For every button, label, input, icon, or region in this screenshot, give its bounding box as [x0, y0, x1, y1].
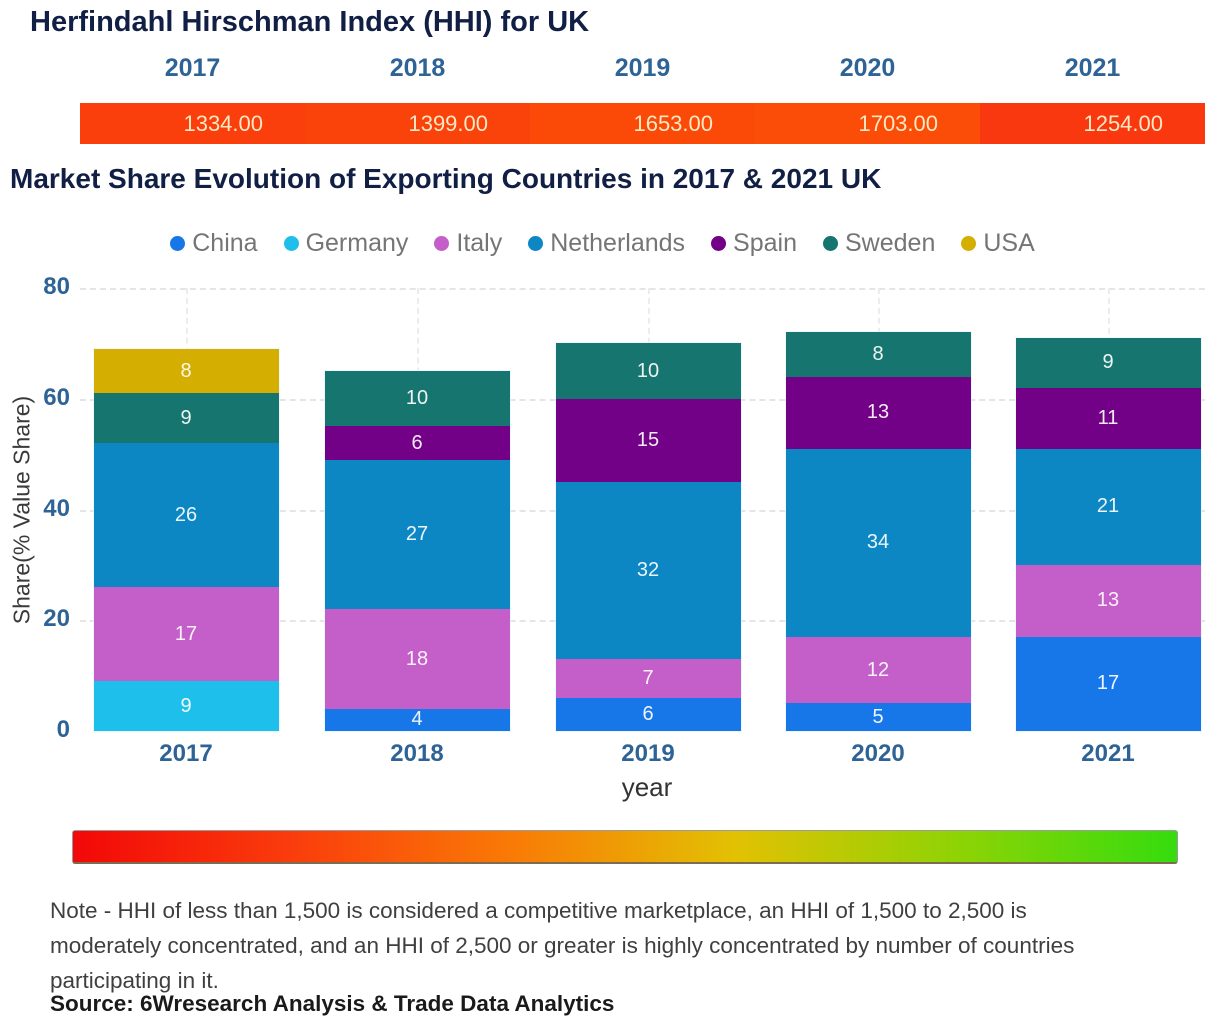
source-text: Source: 6Wresearch Analysis & Trade Data… — [50, 991, 615, 1016]
hhi-year-label: 2020 — [839, 54, 896, 82]
hhi-value-bar: 1334.00 1399.00 1653.00 1703.00 1254.00 — [80, 103, 1205, 144]
bar-segment-2021-sweden: 9 — [1015, 337, 1201, 388]
legend-dot-icon — [528, 235, 544, 251]
hhi-year-label: 2019 — [614, 54, 671, 82]
chart-legend: China Germany Italy Netherlands Spain Sweden U… — [0, 224, 1205, 262]
bar-segment-2017-usa: 8 — [93, 348, 279, 394]
legend-dot-icon — [823, 235, 838, 251]
bar-segment-2019-spain: 15 — [555, 398, 741, 482]
x-tick-label: 2020 — [851, 740, 905, 767]
y-tick-label: 60 — [43, 383, 70, 411]
stacked-bar-plot: 9 17 26 9 8 4 18 27 6 10 6 7 32 15 10 5 12 34 13 8 17 13 21 11 9 — [80, 288, 1205, 733]
bar-segment-2019-sweden: 10 — [555, 343, 741, 399]
legend-item-label: China — [192, 228, 258, 257]
bar-segment-2017-netherlands: 26 — [93, 443, 279, 588]
stacked-bar-2018: 4 18 27 6 10 — [323, 370, 511, 732]
bar-segment-2018-sweden: 10 — [324, 371, 510, 427]
page-title: Herfindahl Hirschman Index (HHI) for UK — [30, 6, 590, 38]
legend-item-spain: Spain — [711, 229, 797, 258]
legend-item-sweden: Sweden — [823, 229, 935, 258]
note-line: participating in it. — [50, 968, 219, 993]
legend-item-italy: Italy — [434, 229, 502, 258]
legend-item-germany: Germany — [283, 228, 409, 258]
bar-segment-2019-china: 6 — [555, 697, 741, 731]
legend-dot-icon — [283, 235, 299, 251]
bar-segment-2020-sweden: 8 — [785, 332, 971, 377]
legend-item-china: China — [170, 228, 258, 258]
bar-segment-2020-italy: 12 — [785, 636, 971, 704]
bar-segment-2017-sweden: 9 — [93, 393, 279, 444]
bar-segment-2020-china: 5 — [785, 703, 971, 731]
bar-segment-2020-netherlands: 34 — [785, 448, 971, 637]
legend-dot-icon — [434, 235, 450, 251]
bar-segment-2019-netherlands: 32 — [555, 481, 741, 660]
x-tick-label: 2017 — [159, 740, 213, 767]
legend-item-label: USA — [983, 228, 1035, 257]
bar-segment-2017-germany: 9 — [93, 681, 279, 731]
hhi-year-label: 2021 — [1064, 54, 1121, 82]
section-title: Market Share Evolution of Exporting Coun… — [10, 163, 882, 194]
hhi-year-label: 2018 — [389, 54, 446, 82]
y-tick-label: 20 — [43, 605, 70, 633]
y-gridline — [80, 288, 1205, 290]
legend-dot-icon — [961, 235, 977, 251]
hhi-value-segment: 1399.00 — [305, 103, 530, 144]
legend-item-label: Germany — [305, 228, 409, 257]
note-line: moderately concentrated, and an HHI of 2… — [50, 933, 1075, 958]
stacked-bar-2019: 6 7 32 15 10 — [554, 342, 742, 732]
x-tick-label: 2018 — [390, 740, 444, 767]
bar-segment-2018-china: 4 — [324, 708, 510, 731]
hhi-value-segment: 1254.00 — [980, 103, 1205, 144]
legend-item-label: Spain — [733, 228, 797, 257]
legend-item-usa: USA — [961, 228, 1035, 258]
legend-dot-icon — [711, 235, 727, 251]
y-tick-label: 40 — [43, 494, 70, 522]
hhi-color-scale-bar — [72, 830, 1178, 864]
stacked-bar-2021: 17 13 21 11 9 — [1014, 336, 1202, 733]
stacked-bar-2017: 9 17 26 9 8 — [92, 347, 280, 733]
bar-segment-2019-italy: 7 — [555, 659, 741, 698]
bar-segment-2018-netherlands: 27 — [324, 459, 510, 610]
legend-dot-icon — [170, 235, 186, 251]
bar-segment-2018-spain: 6 — [324, 426, 510, 460]
stacked-bar-2020: 5 12 34 13 8 — [784, 331, 972, 732]
bar-segment-2020-spain: 13 — [785, 376, 971, 449]
bar-segment-2021-netherlands: 21 — [1015, 448, 1201, 565]
legend-item-label: Italy — [456, 228, 503, 257]
hhi-value-segment: 1703.00 — [755, 103, 980, 144]
bar-segment-2021-china: 17 — [1015, 636, 1201, 731]
y-tick-label: 0 — [56, 716, 70, 743]
legend-item-netherlands: Netherlands — [528, 229, 685, 258]
bar-segment-2018-italy: 18 — [324, 609, 510, 709]
x-tick-label: 2019 — [621, 740, 675, 767]
x-tick-label: 2021 — [1081, 740, 1135, 767]
hhi-year-header-row: 2017 2018 2019 2020 2021 — [80, 54, 1205, 86]
x-axis-title: year — [621, 772, 673, 802]
legend-item-label: Sweden — [845, 228, 936, 257]
hhi-value-segment: 1334.00 — [80, 103, 305, 144]
note-line: Note - HHI of less than 1,500 is conside… — [50, 898, 1027, 923]
legend-item-label: Netherlands — [550, 228, 686, 257]
hhi-value-segment: 1653.00 — [530, 103, 755, 144]
y-tick-label: 80 — [43, 273, 70, 300]
note-text: Note - HHI of less than 1,500 is conside… — [50, 893, 1190, 998]
bar-segment-2021-spain: 11 — [1015, 387, 1201, 449]
bar-segment-2017-italy: 17 — [93, 587, 279, 682]
hhi-year-label: 2017 — [164, 54, 221, 82]
bar-segment-2021-italy: 13 — [1015, 564, 1201, 637]
